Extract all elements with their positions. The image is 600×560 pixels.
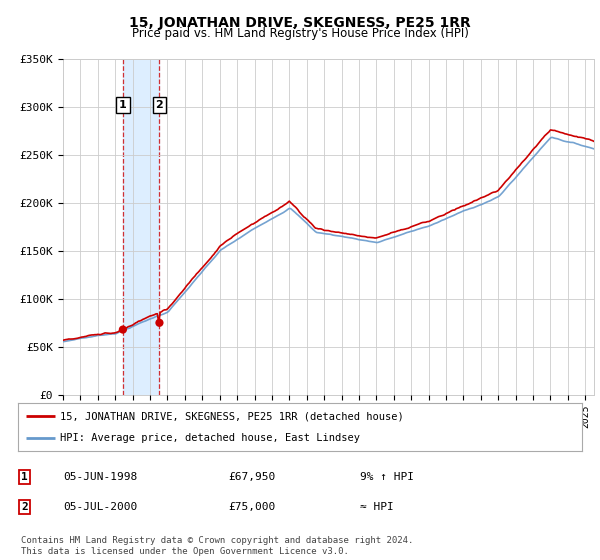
Text: 05-JUN-1998: 05-JUN-1998 bbox=[63, 472, 137, 482]
Point bbox=[155, 318, 164, 327]
Text: ≈ HPI: ≈ HPI bbox=[360, 502, 394, 512]
Text: HPI: Average price, detached house, East Lindsey: HPI: Average price, detached house, East… bbox=[60, 433, 360, 443]
Text: £67,950: £67,950 bbox=[228, 472, 275, 482]
Text: 05-JUL-2000: 05-JUL-2000 bbox=[63, 502, 137, 512]
Text: £75,000: £75,000 bbox=[228, 502, 275, 512]
Point bbox=[118, 325, 128, 334]
Text: 2: 2 bbox=[155, 100, 163, 110]
Text: 2: 2 bbox=[21, 502, 28, 512]
Text: 9% ↑ HPI: 9% ↑ HPI bbox=[360, 472, 414, 482]
Text: 1: 1 bbox=[119, 100, 127, 110]
Text: Contains HM Land Registry data © Crown copyright and database right 2024.
This d: Contains HM Land Registry data © Crown c… bbox=[21, 536, 413, 556]
Text: Price paid vs. HM Land Registry's House Price Index (HPI): Price paid vs. HM Land Registry's House … bbox=[131, 27, 469, 40]
Text: 15, JONATHAN DRIVE, SKEGNESS, PE25 1RR: 15, JONATHAN DRIVE, SKEGNESS, PE25 1RR bbox=[129, 16, 471, 30]
Bar bbox=[123, 59, 160, 395]
Text: 15, JONATHAN DRIVE, SKEGNESS, PE25 1RR (detached house): 15, JONATHAN DRIVE, SKEGNESS, PE25 1RR (… bbox=[60, 411, 404, 421]
Text: 1: 1 bbox=[21, 472, 28, 482]
